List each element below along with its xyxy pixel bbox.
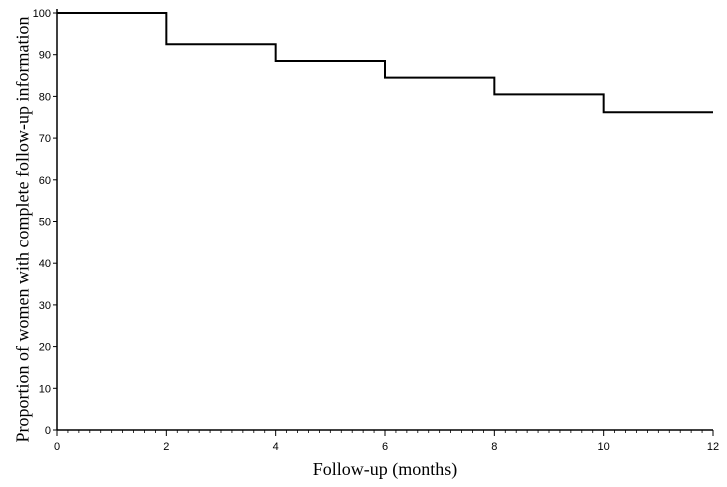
x-tick-label: 4 bbox=[273, 441, 279, 453]
y-tick-label: 80 bbox=[39, 91, 51, 103]
y-tick-label: 100 bbox=[33, 8, 51, 20]
x-tick-label: 0 bbox=[54, 441, 60, 453]
y-tick-label: 0 bbox=[45, 425, 51, 437]
series-group bbox=[57, 12, 713, 114]
y-axis-title: Proportion of women with complete follow… bbox=[12, 17, 32, 443]
y-tick-label: 70 bbox=[39, 133, 51, 145]
y-axis: 0 10 20 30 40 50 60 70 80 90 100 bbox=[33, 8, 58, 437]
y-tick-label: 20 bbox=[39, 342, 51, 354]
survival-step-line bbox=[57, 12, 713, 114]
x-tick-label: 10 bbox=[598, 441, 610, 453]
x-tick-label: 2 bbox=[163, 441, 169, 453]
y-tick-label: 10 bbox=[39, 383, 51, 395]
x-tick-label: 12 bbox=[707, 441, 719, 453]
x-tick-label: 8 bbox=[491, 441, 497, 453]
y-tick-label: 40 bbox=[39, 258, 51, 270]
y-tick-label: 50 bbox=[39, 217, 51, 229]
x-axis: 0 2 4 6 8 10 12 bbox=[54, 429, 719, 453]
y-tick-label: 60 bbox=[39, 175, 51, 187]
y-tick-label: 90 bbox=[39, 50, 51, 62]
x-tick-label: 6 bbox=[382, 441, 388, 453]
y-tick-label: 30 bbox=[39, 300, 51, 312]
x-axis-title: Follow-up (months) bbox=[313, 459, 458, 480]
